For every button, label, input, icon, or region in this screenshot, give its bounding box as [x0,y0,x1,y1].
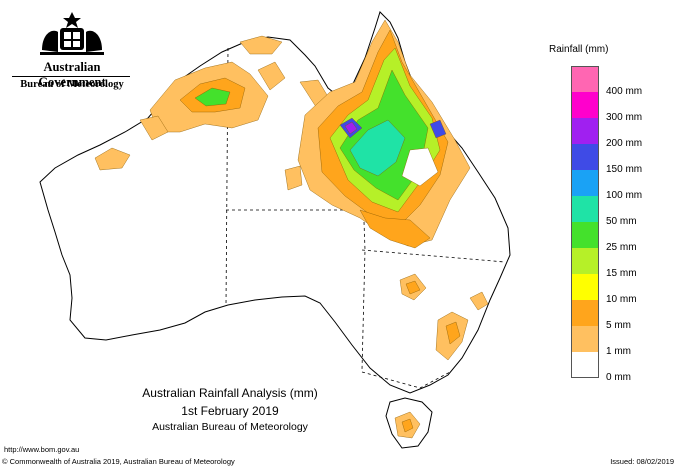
map-agency: Australian Bureau of Meteorology [152,421,308,433]
map-title: Australian Rainfall Analysis (mm) [142,386,318,400]
legend-swatch [571,144,599,170]
legend-label: 50 mm [606,216,637,227]
legend-label: 100 mm [606,190,643,201]
government-name: Australian Government [38,60,106,89]
legend-label: 15 mm [606,268,637,279]
legend-swatch [571,92,599,118]
legend-label: 5 mm [606,320,631,331]
footer-copyright: © Commonwealth of Australia 2019, Austra… [2,457,235,466]
legend-label: 25 mm [606,242,637,253]
map-date: 1st February 2019 [181,404,279,418]
legend-label: 0 mm [606,372,631,383]
legend-label: 400 mm [606,86,643,97]
legend-label: 150 mm [606,164,643,175]
legend-swatch [571,196,599,222]
footer-issued: Issued: 08/02/2019 [610,457,674,466]
legend-swatch [571,300,599,326]
rainfall-shading [94,19,489,439]
bureau-name: Bureau of Meteorology [20,79,124,90]
legend-label: 10 mm [606,294,637,305]
legend-swatch [571,170,599,196]
legend-label: 200 mm [606,138,643,149]
legend-swatch [571,274,599,300]
footer-url[interactable]: http://www.bom.gov.au [4,445,80,454]
legend-title: Rainfall (mm) [549,44,609,55]
legend-swatch [571,66,599,92]
legend-label: 1 mm [606,346,631,357]
header-divider [12,76,130,77]
government-crest [12,10,132,63]
legend-swatch [571,326,599,352]
legend-label: 300 mm [606,112,643,123]
legend-swatch [571,352,599,378]
crest-icon [40,12,104,55]
legend-swatch [571,222,599,248]
legend-swatch [571,118,599,144]
legend-swatch [571,248,599,274]
